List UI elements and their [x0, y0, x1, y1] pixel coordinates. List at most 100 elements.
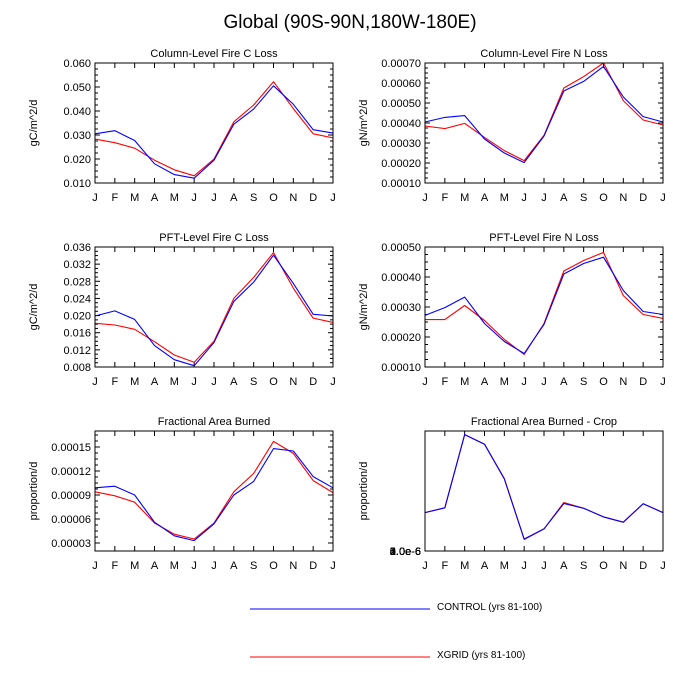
y-tick-label: 0.00040 — [381, 118, 421, 130]
x-tick-label: A — [230, 192, 238, 204]
x-tick-label: O — [599, 560, 608, 572]
y-tick-label: 0.00006 — [51, 514, 91, 526]
chart-title: PFT-Level Fire C Loss — [159, 232, 269, 244]
x-tick-label: A — [560, 376, 568, 388]
x-tick-label: O — [599, 192, 608, 204]
y-tick-label: 5.0e-6 — [390, 546, 421, 558]
x-tick-label: N — [619, 560, 627, 572]
y-tick-label: 0.020 — [63, 311, 91, 323]
legend-xgrid-label: XGRID (yrs 81-100) — [437, 650, 526, 661]
x-tick-label: J — [422, 376, 428, 388]
x-tick-label: J — [211, 376, 217, 388]
y-tick-label: 0.028 — [63, 276, 91, 288]
x-tick-label: J — [422, 192, 428, 204]
plot-frame — [94, 246, 334, 368]
y-tick-label: 0.024 — [63, 293, 91, 305]
chart-panel-3: PFT-Level Fire C Loss gC/m^2/d 0.008 0.012 0… — [28, 232, 336, 388]
x-tick-label: M — [500, 192, 509, 204]
y-tick-label: 0.00030 — [381, 302, 421, 314]
y-tick-label: 0.012 — [63, 345, 91, 357]
chart-panel-6: Fractional Area Burned - Crop proportion/… — [358, 416, 666, 572]
x-tick-label: M — [170, 560, 179, 572]
chart-panel-2: Column-Level Fire N Loss gN/m^2/d 0.00010 0… — [358, 48, 666, 204]
x-tick-label: F — [111, 560, 118, 572]
x-tick-label: A — [481, 192, 489, 204]
y-tick-label: 0.040 — [63, 106, 91, 118]
chart-panel-4: PFT-Level Fire N Loss gN/m^2/d 0.00010 0.00… — [358, 232, 666, 388]
x-tick-label: N — [289, 560, 297, 572]
x-tick-label: M — [460, 560, 469, 572]
x-tick-label: A — [560, 560, 568, 572]
y-tick-label: 0.016 — [63, 328, 91, 340]
x-tick-label: J — [191, 192, 197, 204]
x-tick-label: O — [269, 192, 278, 204]
y-tick-label: 0.00050 — [381, 98, 421, 110]
x-tick-label: S — [580, 192, 587, 204]
y-tick-label: 0.00012 — [51, 466, 91, 478]
y-tick-label: 0.0e-6 — [390, 546, 421, 558]
x-tick-label: D — [309, 376, 317, 388]
x-tick-label: A — [560, 192, 568, 204]
y-tick-label: 0.00050 — [381, 242, 421, 254]
x-tick-label: J — [521, 560, 527, 572]
x-tick-label: F — [111, 192, 118, 204]
y-tick-label: 0.00010 — [381, 362, 421, 374]
x-tick-label: J — [330, 376, 336, 388]
x-tick-label: S — [250, 376, 257, 388]
x-tick-label: J — [422, 560, 428, 572]
y-tick-label: 1.0e-6 — [390, 546, 421, 558]
x-tick-label: M — [500, 560, 509, 572]
chart-title: Column-Level Fire N Loss — [480, 48, 608, 60]
y-tick-label: 0.00020 — [381, 158, 421, 170]
x-tick-label: M — [500, 376, 509, 388]
series-control-line — [94, 85, 334, 179]
y-tick-label: 0.00070 — [381, 58, 421, 70]
x-tick-label: N — [289, 192, 297, 204]
chart-title: Column-Level Fire C Loss — [150, 48, 278, 60]
y-tick-label: 0.030 — [63, 130, 91, 142]
x-tick-label: M — [130, 376, 139, 388]
x-tick-label: N — [619, 376, 627, 388]
x-tick-label: J — [92, 376, 98, 388]
y-tick-label: 0.036 — [63, 242, 91, 254]
legend-control-swatch — [250, 608, 430, 610]
x-tick-label: A — [151, 560, 159, 572]
x-tick-label: F — [441, 192, 448, 204]
y-tick-label: 0.050 — [63, 82, 91, 94]
x-tick-label: F — [441, 376, 448, 388]
plot-frame — [94, 430, 334, 552]
legend-control-label: CONTROL (yrs 81-100) — [437, 602, 543, 613]
x-tick-label: N — [619, 192, 627, 204]
y-axis-label: proportion/d — [358, 462, 370, 521]
x-tick-label: J — [521, 376, 527, 388]
x-tick-label: J — [330, 192, 336, 204]
y-axis-label: gC/m^2/d — [28, 284, 40, 331]
x-tick-label: J — [92, 192, 98, 204]
x-tick-label: M — [170, 192, 179, 204]
x-tick-label: F — [441, 560, 448, 572]
x-tick-label: F — [111, 376, 118, 388]
x-tick-label: J — [541, 192, 547, 204]
y-tick-label: 0.010 — [63, 178, 91, 190]
x-tick-label: J — [660, 560, 666, 572]
y-tick-label: 0.00040 — [381, 272, 421, 284]
chart-title: Fractional Area Burned - Crop — [471, 416, 617, 428]
y-tick-label: 0.032 — [63, 259, 91, 271]
x-tick-label: J — [330, 560, 336, 572]
chart-title: PFT-Level Fire N Loss — [489, 232, 599, 244]
x-tick-label: J — [211, 560, 217, 572]
figure-title: Global (90S-90N,180W-180E) — [223, 12, 477, 33]
plot-frame — [424, 62, 664, 184]
x-tick-label: D — [639, 560, 647, 572]
x-tick-label: A — [230, 376, 238, 388]
x-tick-label: M — [460, 376, 469, 388]
x-tick-label: D — [639, 376, 647, 388]
y-tick-label: 0.020 — [63, 154, 91, 166]
y-tick-label: 0.00030 — [381, 138, 421, 150]
chart-title: Fractional Area Burned — [158, 416, 271, 428]
x-tick-label: J — [541, 560, 547, 572]
series-xgrid-line — [425, 251, 664, 355]
series-xgrid-line — [424, 62, 664, 162]
